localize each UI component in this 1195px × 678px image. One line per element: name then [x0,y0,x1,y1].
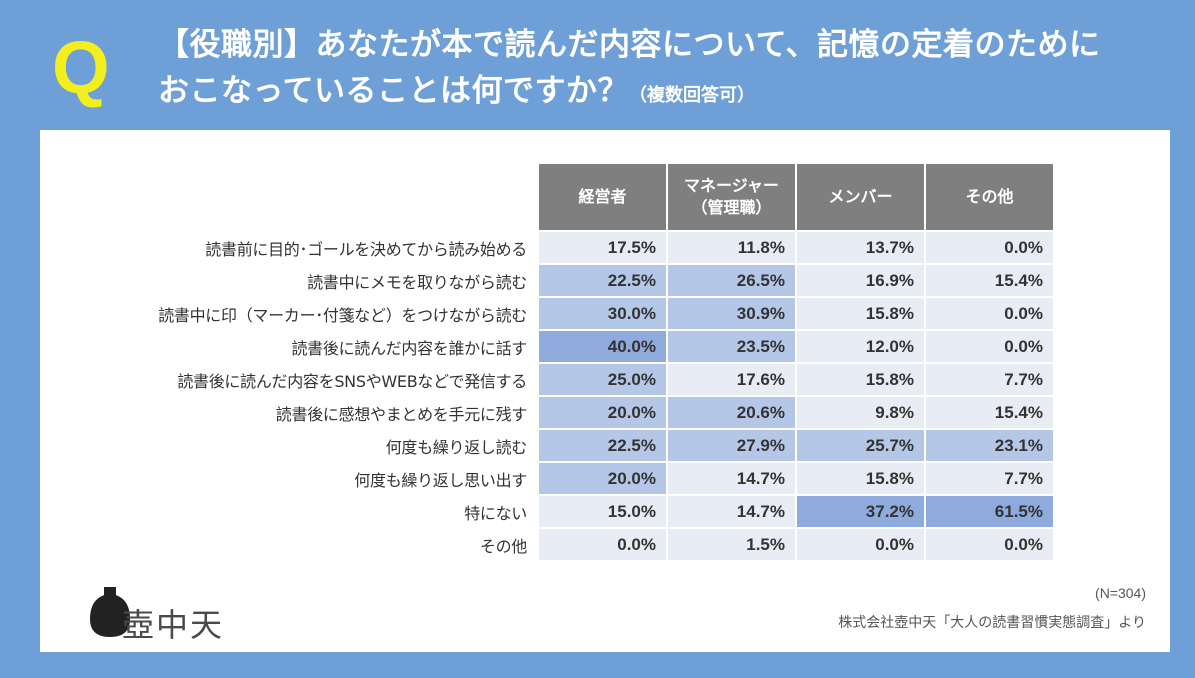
value-cell: 9.8% [797,397,924,428]
value-cell: 15.8% [797,298,924,329]
title-line-1: 【役職別】あなたが本で読んだ内容について、記憶の定着のために [158,27,1101,63]
value-cell: 30.9% [668,298,795,329]
value-cell: 22.5% [539,265,666,296]
value-cell: 15.0% [539,496,666,527]
value-cell: 14.7% [668,463,795,494]
logo-text: 壺中天 [122,606,225,644]
value-cell: 20.6% [668,397,795,428]
results-table: 経営者 マネージャー （管理職） メンバー その他 読書前に目的･ゴールを決めて… [23,162,1055,562]
table-row: 読書中に印（マーカー･付箋など）をつけながら読む 30.0% 30.9% 15.8% 0… [25,298,1053,329]
value-cell: 15.4% [926,265,1053,296]
value-cell: 12.0% [797,331,924,362]
sample-size: (N=304) [1095,585,1146,601]
value-cell: 0.0% [926,331,1053,362]
row-label: 読書後に読んだ内容をSNSやWEBなどで発信する [177,371,527,391]
column-header-other: その他 [926,164,1053,230]
value-cell: 15.8% [797,364,924,395]
value-cell: 23.5% [668,331,795,362]
value-cell: 26.5% [668,265,795,296]
value-cell: 11.8% [668,232,795,263]
row-label: 特にない [464,503,527,523]
source-credit: 株式会社壺中天「大人の読書習慣実態調査」より [838,615,1146,631]
value-cell: 27.9% [668,430,795,461]
table-row: 読書中にメモを取りながら読む 22.5% 26.5% 16.9% 15.4% [25,265,1053,296]
table-row: 読書後に読んだ内容をSNSやWEBなどで発信する 25.0% 17.6% 15.8% 7… [25,364,1053,395]
table-body: 読書前に目的･ゴールを決めてから読み始める 17.5% 11.8% 13.7% 0.0%… [25,232,1053,560]
row-label: その他 [479,536,527,556]
title-note: （複数回答可） [628,85,755,106]
row-label: 読書中にメモを取りながら読む [307,272,527,292]
value-cell: 15.4% [926,397,1053,428]
value-cell: 0.0% [539,529,666,560]
content-panel: 経営者 マネージャー （管理職） メンバー その他 読書前に目的･ゴールを決めて… [40,130,1170,652]
jar-logo-icon [90,587,130,637]
header-row: 経営者 マネージャー （管理職） メンバー その他 [25,164,1053,230]
row-label: 読書後に感想やまとめを手元に残す [275,404,528,424]
value-cell: 7.7% [926,364,1053,395]
value-cell: 40.0% [539,331,666,362]
table-row: 読書前に目的･ゴールを決めてから読み始める 17.5% 11.8% 13.7% 0.0% [25,232,1053,263]
column-header-executive: 経営者 [539,164,666,230]
value-cell: 20.0% [539,397,666,428]
value-cell: 61.5% [926,496,1053,527]
value-cell: 1.5% [668,529,795,560]
table-row: 特にない 15.0% 14.7% 37.2% 61.5% [25,496,1053,527]
value-cell: 25.0% [539,364,666,395]
value-cell: 13.7% [797,232,924,263]
q-mark: Q [52,26,110,109]
value-cell: 30.0% [539,298,666,329]
table-corner [25,164,537,230]
value-cell: 17.6% [668,364,795,395]
value-cell: 23.1% [926,430,1053,461]
value-cell: 37.2% [797,496,924,527]
value-cell: 0.0% [926,298,1053,329]
value-cell: 0.0% [926,232,1053,263]
row-label: 何度も繰り返し読む [385,437,528,457]
column-header-manager: マネージャー （管理職） [668,164,795,230]
table-row: 読書後に感想やまとめを手元に残す 20.0% 20.6% 9.8% 15.4% [25,397,1053,428]
row-label: 読書後に読んだ内容を誰かに話す [291,338,527,358]
value-cell: 14.7% [668,496,795,527]
question-title: 【役職別】あなたが本で読んだ内容について、記憶の定着のために おこなっていること… [158,22,1168,119]
value-cell: 22.5% [539,430,666,461]
row-label: 読書中に印（マーカー･付箋など）をつけながら読む [158,305,527,325]
row-label: 読書前に目的･ゴールを決めてから読み始める [205,239,527,259]
value-cell: 17.5% [539,232,666,263]
row-label: 何度も繰り返し思い出す [354,470,527,490]
value-cell: 25.7% [797,430,924,461]
title-line-2: おこなっていることは何ですか？ [158,73,629,109]
table-row: 読書後に読んだ内容を誰かに話す 40.0% 23.5% 12.0% 0.0% [25,331,1053,362]
table-row: その他 0.0% 1.5% 0.0% 0.0% [25,529,1053,560]
table-row: 何度も繰り返し思い出す 20.0% 14.7% 15.8% 7.7% [25,463,1053,494]
value-cell: 15.8% [797,463,924,494]
value-cell: 20.0% [539,463,666,494]
value-cell: 7.7% [926,463,1053,494]
value-cell: 0.0% [797,529,924,560]
value-cell: 0.0% [926,529,1053,560]
column-header-member: メンバー [797,164,924,230]
value-cell: 16.9% [797,265,924,296]
table-row: 何度も繰り返し読む 22.5% 27.9% 25.7% 23.1% [25,430,1053,461]
